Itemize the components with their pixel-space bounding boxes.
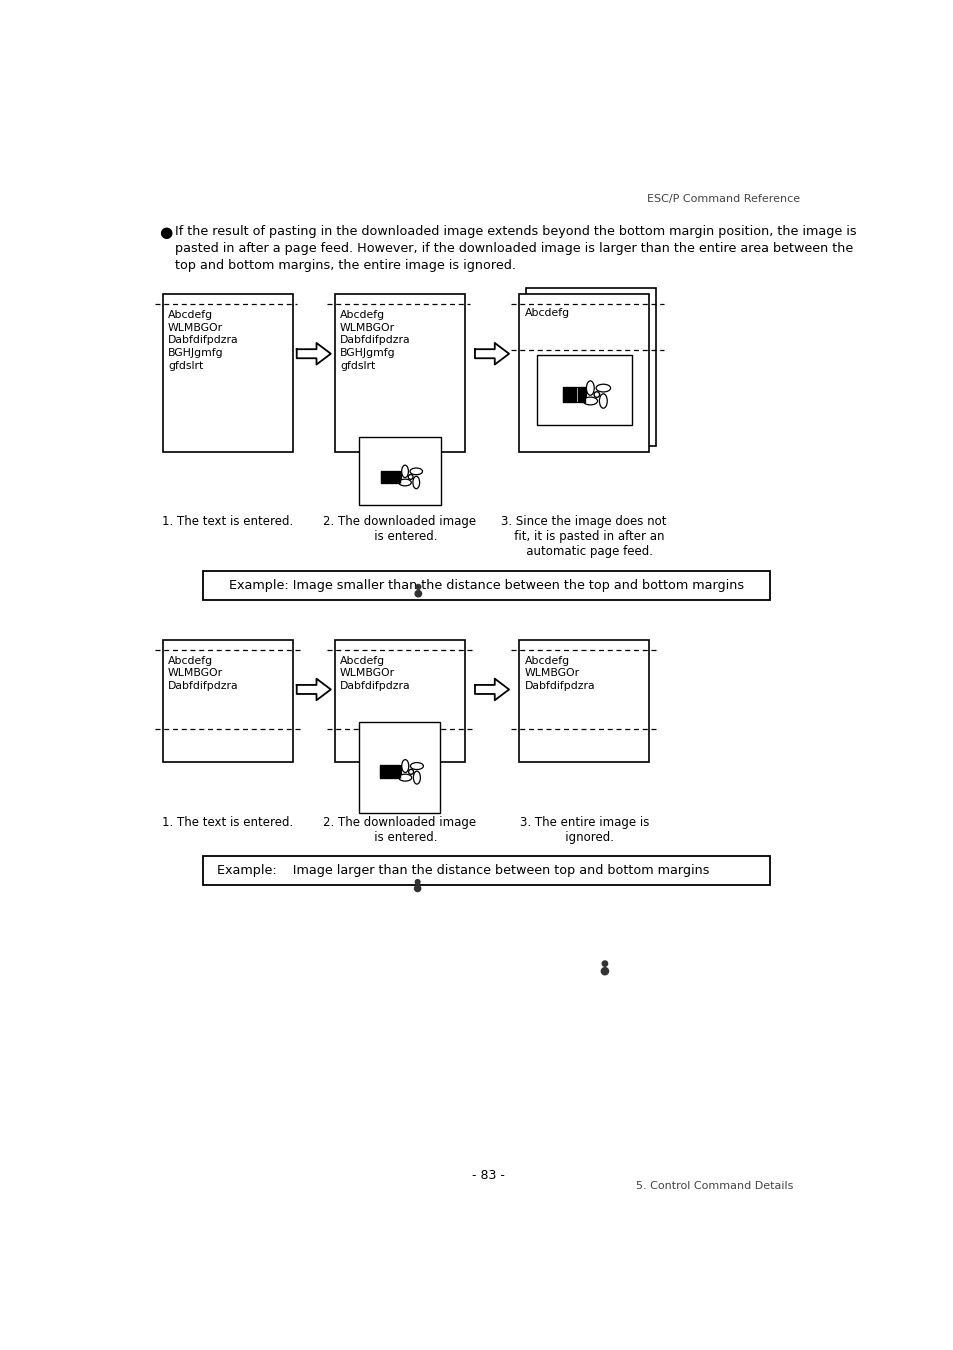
Text: ●: ● — [159, 225, 172, 240]
Text: - 83 -: - 83 - — [472, 1169, 505, 1183]
Ellipse shape — [413, 477, 419, 489]
Text: WLMBGOr: WLMBGOr — [340, 668, 395, 678]
Bar — [518, 294, 649, 452]
Bar — [381, 471, 401, 483]
Text: WLMBGOr: WLMBGOr — [168, 668, 223, 678]
Polygon shape — [296, 679, 331, 701]
Bar — [162, 294, 293, 452]
Bar — [566, 387, 567, 402]
Text: WLMBGOr: WLMBGOr — [340, 323, 395, 332]
Bar — [335, 640, 464, 761]
Text: pasted in after a page feed. However, if the downloaded image is larger than the: pasted in after a page feed. However, if… — [174, 242, 852, 255]
Text: Example: Image smaller than the distance between the top and bottom margins: Example: Image smaller than the distance… — [229, 579, 743, 593]
Text: 2. The downloaded image
   is entered.: 2. The downloaded image is entered. — [323, 815, 476, 844]
Text: gfdslrt: gfdslrt — [168, 360, 203, 371]
Text: Dabfdifpdzra: Dabfdifpdzra — [524, 680, 595, 691]
Ellipse shape — [598, 394, 607, 408]
Bar — [358, 437, 440, 505]
Text: 1. The text is entered.: 1. The text is entered. — [162, 516, 294, 528]
Text: 2. The downloaded image
   is entered.: 2. The downloaded image is entered. — [323, 516, 476, 544]
Text: Dabfdifpdzra: Dabfdifpdzra — [340, 680, 411, 691]
Text: Abcdefg: Abcdefg — [168, 656, 213, 666]
Text: ESC/P Command Reference: ESC/P Command Reference — [646, 194, 799, 204]
Circle shape — [594, 392, 599, 397]
Ellipse shape — [401, 466, 408, 478]
Circle shape — [600, 968, 608, 975]
Ellipse shape — [582, 397, 597, 405]
Text: BGHJgmfg: BGHJgmfg — [168, 348, 223, 358]
Bar — [380, 765, 401, 778]
Ellipse shape — [413, 771, 420, 784]
Text: BGHJgmfg: BGHJgmfg — [340, 348, 395, 358]
Bar — [562, 387, 585, 402]
Bar — [579, 387, 580, 402]
Text: Abcdefg: Abcdefg — [340, 310, 385, 320]
Bar — [525, 289, 656, 446]
Ellipse shape — [410, 468, 422, 475]
Bar — [335, 294, 464, 452]
Circle shape — [415, 590, 421, 597]
Text: Dabfdifpdzra: Dabfdifpdzra — [340, 335, 411, 346]
Text: 5. Control Command Details: 5. Control Command Details — [636, 1181, 793, 1191]
Bar — [203, 571, 769, 601]
Bar — [568, 387, 570, 402]
Bar — [537, 355, 631, 425]
Text: 3. Since the image does not
   fit, it is pasted in after an
   automatic page f: 3. Since the image does not fit, it is p… — [501, 516, 666, 559]
Circle shape — [415, 880, 419, 884]
Text: Dabfdifpdzra: Dabfdifpdzra — [168, 680, 238, 691]
Ellipse shape — [401, 760, 408, 772]
Text: Abcdefg: Abcdefg — [168, 310, 213, 320]
Bar — [577, 387, 578, 402]
Bar — [162, 640, 293, 761]
Text: Dabfdifpdzra: Dabfdifpdzra — [168, 335, 238, 346]
Bar — [564, 387, 565, 402]
Circle shape — [601, 961, 607, 967]
Text: 3. The entire image is
   ignored.: 3. The entire image is ignored. — [519, 815, 648, 844]
Text: Example:    Image larger than the distance between top and bottom margins: Example: Image larger than the distance … — [216, 864, 709, 878]
Circle shape — [408, 475, 413, 479]
Polygon shape — [475, 343, 509, 364]
Bar — [359, 722, 439, 813]
Bar — [571, 387, 572, 402]
Text: Abcdefg: Abcdefg — [340, 656, 385, 666]
Circle shape — [416, 585, 420, 589]
Text: Abcdefg: Abcdefg — [524, 656, 569, 666]
Ellipse shape — [398, 479, 411, 486]
Bar — [581, 387, 582, 402]
Ellipse shape — [596, 385, 610, 391]
Bar — [518, 640, 649, 761]
Text: Abcdefg: Abcdefg — [524, 308, 569, 319]
Bar — [583, 387, 584, 402]
Text: top and bottom margins, the entire image is ignored.: top and bottom margins, the entire image… — [174, 259, 516, 271]
Polygon shape — [475, 679, 509, 701]
Bar — [575, 387, 576, 402]
Bar — [562, 387, 563, 402]
Bar — [203, 856, 769, 886]
Ellipse shape — [398, 774, 412, 782]
Text: If the result of pasting in the downloaded image extends beyond the bottom margi: If the result of pasting in the download… — [174, 225, 856, 238]
Circle shape — [408, 769, 414, 775]
Ellipse shape — [410, 763, 423, 769]
Polygon shape — [296, 343, 331, 364]
Text: WLMBGOr: WLMBGOr — [168, 323, 223, 332]
Ellipse shape — [586, 381, 594, 396]
Text: WLMBGOr: WLMBGOr — [524, 668, 579, 678]
Text: 1. The text is entered.: 1. The text is entered. — [162, 815, 294, 829]
Circle shape — [415, 886, 420, 891]
Text: gfdslrt: gfdslrt — [340, 360, 375, 371]
Bar — [573, 387, 574, 402]
